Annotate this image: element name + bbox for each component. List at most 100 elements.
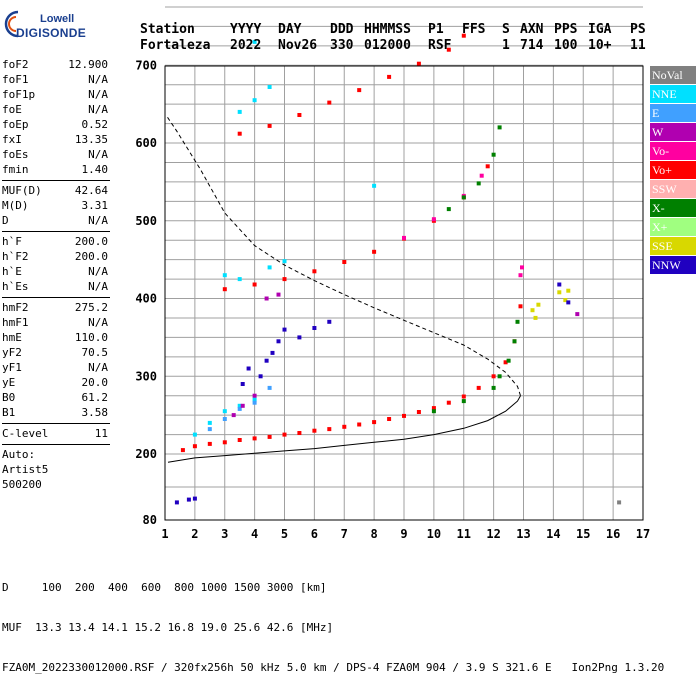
param-group-heights: h`F 200.0 h`F2 200.0 h`E N/A h`Es N/A [2,235,110,295]
echo-point [282,327,287,332]
x-tick-label: 5 [281,527,288,541]
echo-point [207,420,212,425]
param-row: yF2 70.5 [2,346,110,361]
param-group-critical: foF2 12.900 foF1 N/A foF1p N/A foE N/A foEp 0.52 f… [2,58,110,178]
echo-point [520,265,524,270]
y-tick-label: 600 [135,136,157,150]
param-value: N/A [88,361,108,374]
echo-point [282,259,287,264]
echo-point [312,326,317,330]
echo-point [461,195,466,200]
echo-point [446,207,451,212]
echo-point [312,428,317,433]
series-vo- [180,33,523,453]
echo-point [252,98,257,103]
echo-point [186,497,191,502]
param-row: foF1p N/A [2,88,110,103]
param-row: foF2 12.900 [2,58,110,73]
echo-point [327,427,332,432]
param-name: h`E [2,265,22,278]
param-value: 12.900 [68,58,108,71]
param-group-clevel: C-level 11 [2,427,110,442]
echo-point [282,277,287,282]
profile-dashed-curve [166,115,521,396]
x-tick-label: 1 [161,527,168,541]
x-tick-label: 2 [191,527,198,541]
echo-point [497,125,502,130]
legend-item-ssw: SSW [650,180,696,198]
param-name: D [2,214,9,227]
x-tick-label: 16 [606,527,620,541]
param-value: 200.0 [74,250,108,263]
echo-point [461,33,466,38]
header-value-11: 11 [630,38,646,53]
param-value: 200.0 [74,235,108,248]
echo-point [312,269,317,274]
echo-point [252,397,257,402]
series-w [231,292,580,418]
legend-item-x-: X+ [650,218,696,236]
echo-point [518,304,523,309]
legend-item-sse: SSE [650,237,696,255]
x-tick-label: 11 [457,527,471,541]
echo-point [237,277,242,282]
param-value: 13.35 [74,133,108,146]
param-value: N/A [88,103,108,116]
echo-point [416,410,421,414]
param-group-profile: hmF2 275.2 hmF1 N/A hmE 110.0 yF2 70.5 yF1 N/A yE 2… [2,301,110,421]
param-row: h`E N/A [2,265,110,280]
param-value: 3.58 [81,406,109,419]
echo-point [402,413,406,418]
echo-point [264,296,269,301]
series-x- [431,125,520,414]
echo-point [372,183,377,188]
echo-point [491,374,496,379]
x-tick-label: 17 [636,527,650,541]
y-tick-label: 300 [135,369,157,383]
echo-point [506,358,511,363]
x-tick-label: 13 [516,527,530,541]
echo-point [252,282,257,287]
echo-point [267,265,272,270]
echo-point [387,417,392,421]
autoscaler-name: Artist5 [2,463,49,476]
echo-point [207,441,212,446]
echo-point [237,131,242,136]
echo-point [174,500,179,505]
param-row: h`F2 200.0 [2,250,110,265]
param-name: MUF(D) [2,184,42,197]
echo-point [497,374,502,379]
echo-point [518,273,523,278]
legend-item-x-: X- [650,199,696,217]
echo-point [557,290,562,295]
param-name: foEp [2,118,29,131]
legend-item-nne: NNE [650,85,696,103]
echo-point [372,249,377,254]
profile-solid-curve [167,395,521,463]
param-name: yE [2,376,16,389]
echo-point [416,61,421,66]
echo-point [327,319,332,324]
echo-point [476,385,481,390]
header-label-8: AXN [520,22,544,37]
echo-point [237,406,242,411]
echo-point [267,123,272,128]
echo-point [461,394,466,399]
param-value: 3.31 [81,199,109,212]
param-name: B0 [2,391,16,404]
echo-point [485,164,490,169]
echo-point [264,358,269,363]
param-name: yF2 [2,346,22,359]
header-value-1: 2022 [230,38,262,53]
param-value: N/A [88,265,108,278]
header-value-5: RSF [428,38,452,53]
param-name: hmE [2,331,22,344]
y-tick-label: 200 [135,447,157,461]
echo-point [563,298,568,303]
param-value: 42.64 [74,184,108,197]
x-tick-label: 8 [371,527,378,541]
echo-point [512,339,517,344]
series-sse [530,288,571,320]
header-label-2: DAY [278,22,302,37]
param-name: foF2 [2,58,29,71]
